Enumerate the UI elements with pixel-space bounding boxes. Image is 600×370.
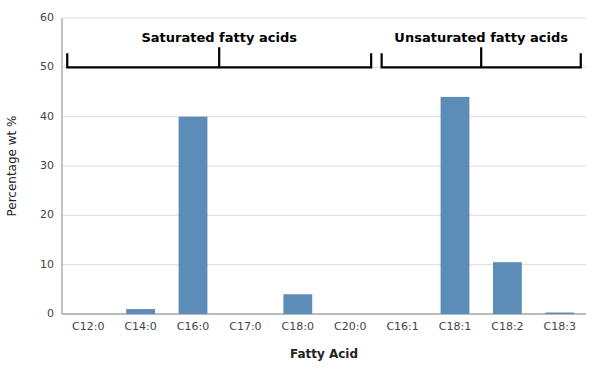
y-tick-label: 40 xyxy=(40,110,54,123)
bar xyxy=(545,313,574,314)
grid-line xyxy=(62,166,586,167)
chart: 0 10 20 30 40 50 60 C12:0 C14:0 C16:0 C17:0 C18:0 C2… xyxy=(0,0,600,370)
chart-container: 0 10 20 30 40 50 60 C12:0 C14:0 C16:0 C17:0 C18:0 C2… xyxy=(0,0,600,370)
x-axis-title: Fatty Acid xyxy=(290,347,358,361)
x-tick-label: C17:0 xyxy=(229,320,261,333)
x-tick-label: C18:2 xyxy=(491,320,523,333)
y-axis-line xyxy=(62,18,63,314)
bar xyxy=(493,262,522,314)
x-tick-label: C12:0 xyxy=(72,320,104,333)
x-tick-label: C18:3 xyxy=(544,320,576,333)
y-axis-title: Percentage wt % xyxy=(5,115,19,216)
bar xyxy=(179,117,208,314)
bar xyxy=(336,314,365,315)
bracket-label: Saturated fatty acids xyxy=(141,30,297,45)
y-tick-label: 0 xyxy=(47,307,54,320)
axes: 0 10 20 30 40 50 60 C12:0 C14:0 C16:0 C17:0 C18:0 C2… xyxy=(40,11,586,333)
x-tick-label: C20:0 xyxy=(334,320,366,333)
bracket xyxy=(67,47,371,67)
x-tick-label: C14:0 xyxy=(124,320,156,333)
bar xyxy=(74,314,103,315)
y-tick-label: 60 xyxy=(40,11,54,24)
y-tick-label: 50 xyxy=(40,60,54,73)
y-tick-label: 10 xyxy=(40,258,54,271)
grid-line xyxy=(62,215,586,216)
x-tick-label: C16:1 xyxy=(386,320,418,333)
bracket-label: Unsaturated fatty acids xyxy=(394,30,568,45)
grid xyxy=(62,18,586,314)
x-tick-label: C18:1 xyxy=(439,320,471,333)
bracket xyxy=(382,47,581,67)
grid-line xyxy=(62,18,586,19)
y-tick-label: 30 xyxy=(40,159,54,172)
x-tick-label: C18:0 xyxy=(282,320,314,333)
grid-line xyxy=(62,116,586,117)
bar xyxy=(126,309,155,314)
bar xyxy=(441,97,470,314)
bars xyxy=(126,97,574,314)
bar xyxy=(388,314,417,315)
bar xyxy=(283,294,312,314)
annotations: Saturated fatty acids Unsaturated fatty a… xyxy=(67,30,581,67)
bar xyxy=(231,314,260,315)
x-tick-label: C16:0 xyxy=(177,320,209,333)
y-tick-label: 20 xyxy=(40,208,54,221)
